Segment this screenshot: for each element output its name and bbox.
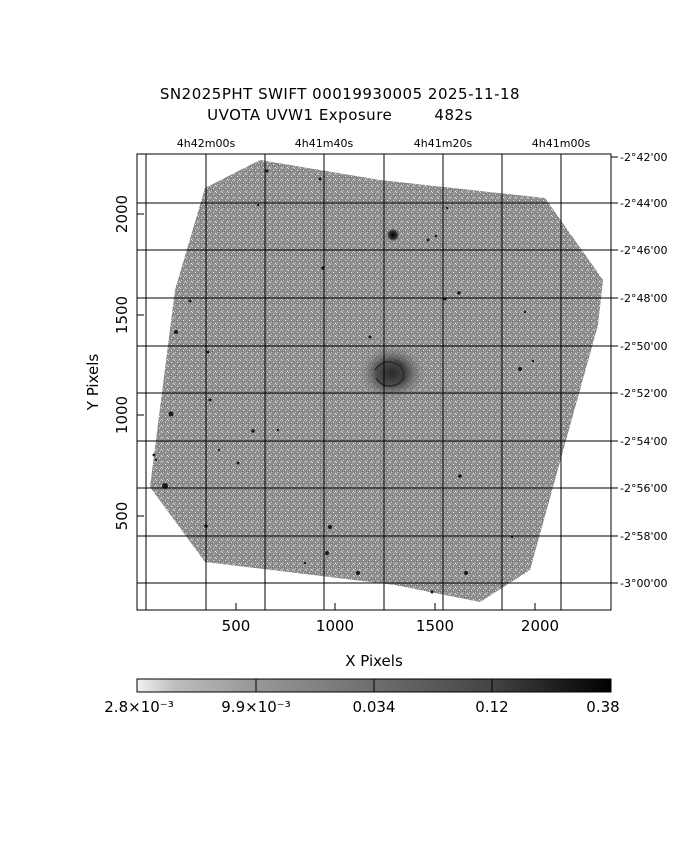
dec-tick-label: -2°44'00 bbox=[620, 197, 668, 210]
ra-tick-label: 4h41m20s bbox=[414, 137, 473, 150]
ra-tick-label: 4h41m40s bbox=[295, 137, 354, 150]
x-tick-label: 2000 bbox=[521, 617, 559, 635]
dec-tick-label: -2°58'00 bbox=[620, 530, 668, 543]
image-subtitle: UVOTA UVW1 Exposure 482s bbox=[207, 106, 473, 124]
x-tick-label: 500 bbox=[222, 617, 251, 635]
y-tick-label: 2000 bbox=[113, 195, 131, 233]
ra-tick-label: 4h41m00s bbox=[532, 137, 591, 150]
dec-tick-label: -2°56'00 bbox=[620, 482, 668, 495]
x-axis-label: X Pixels bbox=[345, 652, 403, 670]
x-tick-label: 1500 bbox=[416, 617, 454, 635]
spiral-galaxy bbox=[358, 345, 426, 401]
y-axis-label: Y Pixels bbox=[84, 354, 102, 412]
colorbar-label: 0.034 bbox=[353, 698, 396, 716]
colorbar-label: 9.9×10⁻³ bbox=[221, 698, 290, 716]
dec-tick-label: -2°48'00 bbox=[620, 292, 668, 305]
coordinate-grid bbox=[137, 154, 611, 610]
colorbar-label: 0.38 bbox=[586, 698, 619, 716]
y-tick-label: 500 bbox=[113, 502, 131, 531]
dec-tick-label: -2°46'00 bbox=[620, 244, 668, 257]
dec-tick-label: -2°42'00 bbox=[620, 151, 668, 164]
y-tick-label: 1000 bbox=[113, 396, 131, 434]
image-title: SN2025PHT SWIFT 00019930005 2025-11-18 bbox=[159, 85, 521, 103]
colorbar-label: 0.12 bbox=[475, 698, 508, 716]
dec-tick-label: -2°54'00 bbox=[620, 435, 668, 448]
y-tick-label: 1500 bbox=[113, 296, 131, 334]
x-tick-label: 1000 bbox=[316, 617, 354, 635]
dec-tick-label: -3°00'00 bbox=[620, 577, 668, 590]
dec-tick-label: -2°52'00 bbox=[620, 387, 668, 400]
ra-tick-label: 4h42m00s bbox=[177, 137, 236, 150]
colorbar-label: 2.8×10⁻³ bbox=[104, 698, 173, 716]
bright-star bbox=[386, 228, 400, 242]
dec-tick-label: -2°50'00 bbox=[620, 340, 668, 353]
star-field bbox=[152, 169, 535, 594]
